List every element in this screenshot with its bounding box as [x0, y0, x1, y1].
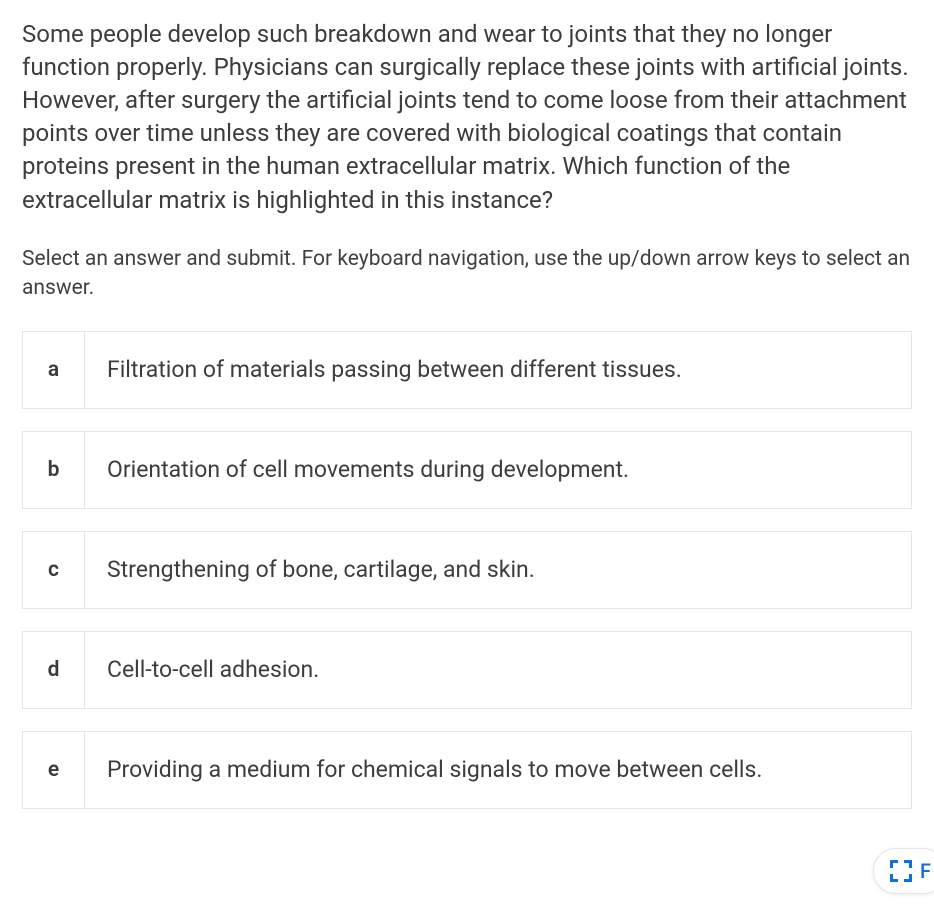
option-d[interactable]: d Cell-to-cell adhesion. — [22, 631, 912, 709]
option-e[interactable]: e Providing a medium for chemical signal… — [22, 731, 912, 809]
option-text: Providing a medium for chemical signals … — [85, 732, 911, 808]
option-letter: b — [23, 432, 85, 508]
fullscreen-icon — [890, 860, 912, 882]
answer-instructions: Select an answer and submit. For keyboar… — [22, 245, 912, 304]
fullscreen-button[interactable]: F — [873, 848, 934, 894]
option-b[interactable]: b Orientation of cell movements during d… — [22, 431, 912, 509]
option-a[interactable]: a Filtration of materials passing betwee… — [22, 331, 912, 409]
option-text: Filtration of materials passing between … — [85, 332, 911, 408]
question-text: Some people develop such breakdown and w… — [22, 18, 912, 217]
options-list: a Filtration of materials passing betwee… — [22, 331, 912, 809]
option-letter: e — [23, 732, 85, 808]
option-letter: d — [23, 632, 85, 708]
option-c[interactable]: c Strengthening of bone, cartilage, and … — [22, 531, 912, 609]
fullscreen-label: F — [920, 859, 931, 883]
option-text: Orientation of cell movements during dev… — [85, 432, 911, 508]
option-letter: c — [23, 532, 85, 608]
option-text: Strengthening of bone, cartilage, and sk… — [85, 532, 911, 608]
option-letter: a — [23, 332, 85, 408]
option-text: Cell-to-cell adhesion. — [85, 632, 911, 708]
